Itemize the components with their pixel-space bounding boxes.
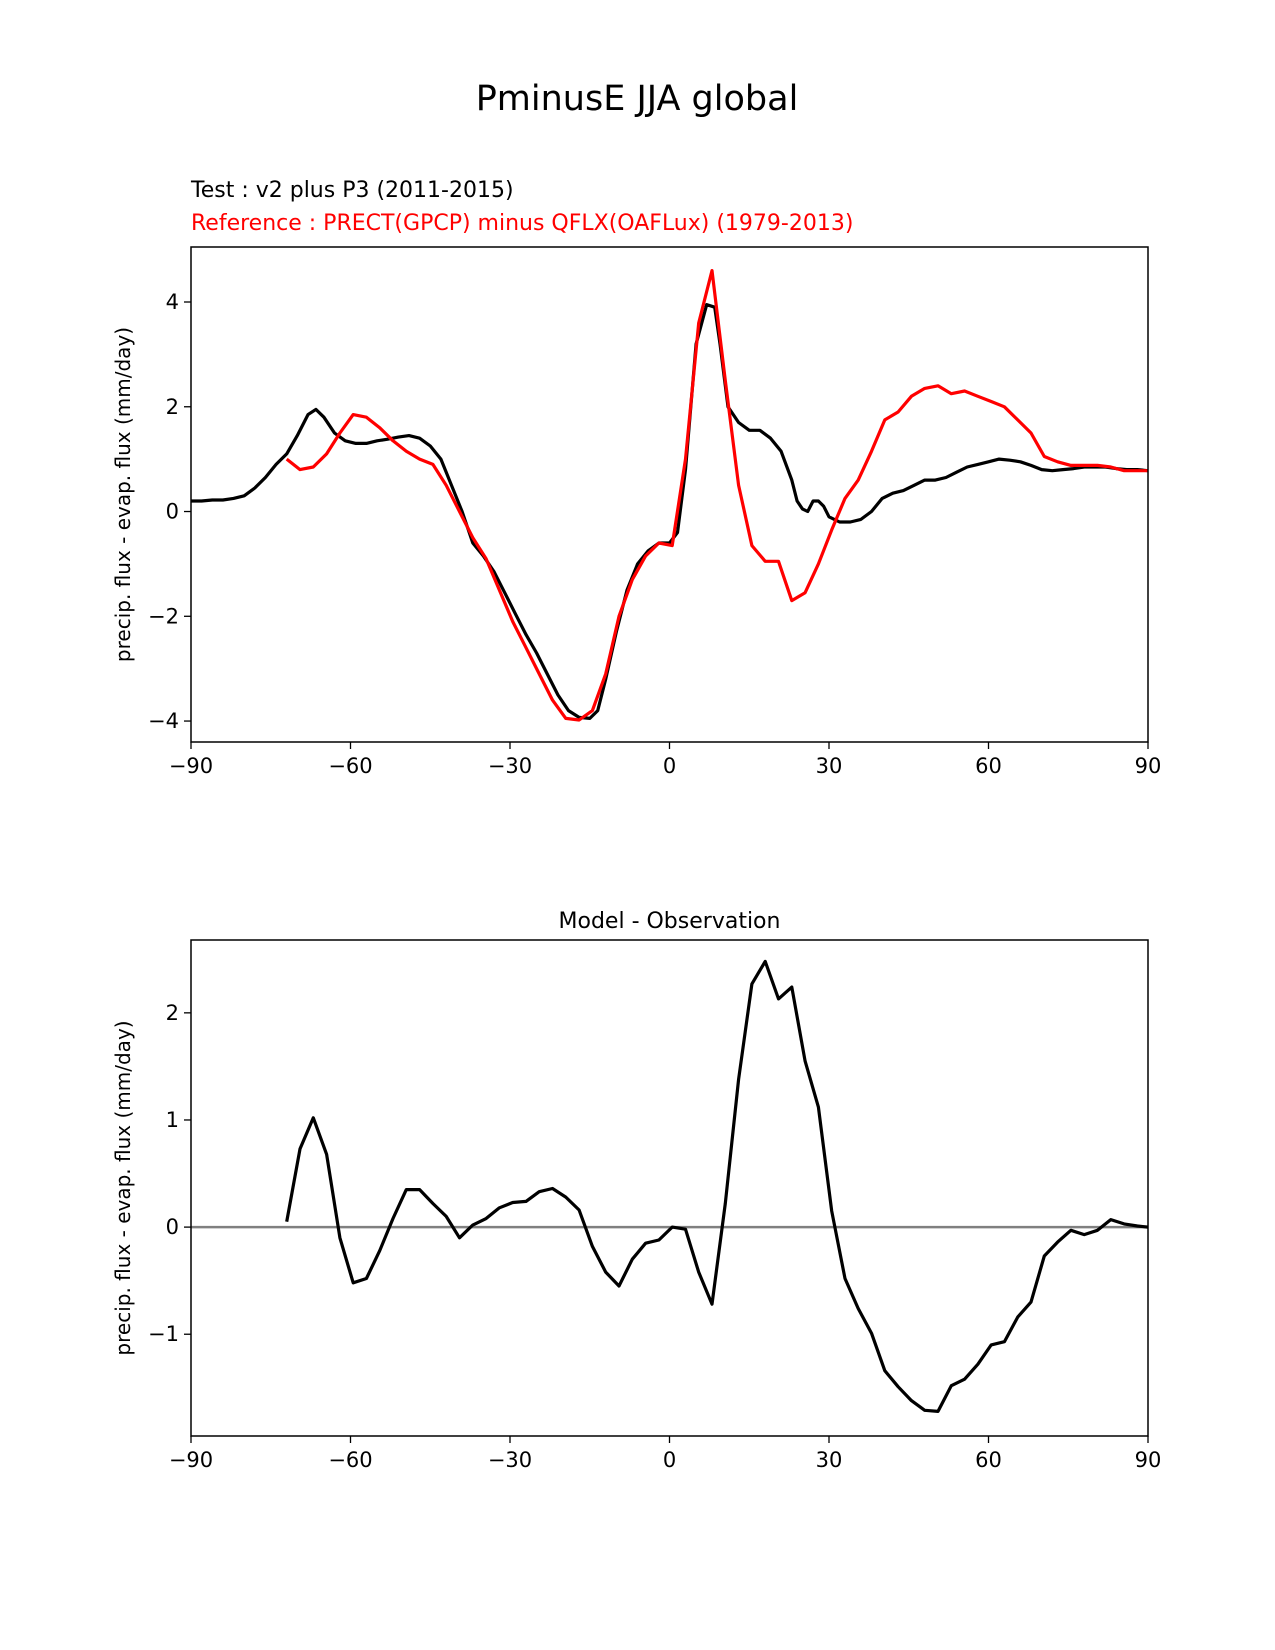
- top-line-chart: −90 −60 −30 0 30 60 90 −4 −2 0 2 4 precip. flux - ev…: [111, 246, 1162, 778]
- axes-frame: [190, 246, 1149, 743]
- x-tick-label: −60: [328, 754, 372, 778]
- x-tick-label: 90: [1135, 754, 1162, 778]
- x-tick-label: −30: [488, 1448, 532, 1472]
- y-tick-label: −2: [148, 604, 179, 628]
- y-tick-label: 2: [166, 395, 179, 419]
- test-label: Test : v2 plus P3 (2011-2015): [190, 178, 514, 203]
- panel-title: Model - Observation: [559, 909, 781, 934]
- axes-frame: [190, 939, 1149, 1437]
- figure-title: PminusE JJA global: [476, 79, 799, 119]
- x-tick-label: 30: [816, 754, 843, 778]
- y-axis-label: precip. flux - evap. flux (mm/day): [111, 1020, 135, 1355]
- x-tick-label: −30: [488, 754, 532, 778]
- x-tick-label: 0: [663, 754, 676, 778]
- x-tick-label: 60: [975, 1448, 1002, 1472]
- x-tick-label: 30: [816, 1448, 843, 1472]
- series-line-reference: [285, 269, 1148, 722]
- x-tick-label: −90: [169, 754, 213, 778]
- y-tick-label: 4: [166, 290, 179, 314]
- reference-label: Reference : PRECT(GPCP) minus QFLX(OAFLu…: [191, 211, 853, 236]
- series-line-test: [191, 303, 1149, 721]
- x-tick-label: 90: [1135, 1448, 1162, 1472]
- y-tick-label: −1: [148, 1322, 179, 1346]
- x-tick-label: 0: [663, 1448, 676, 1472]
- y-tick-label: 1: [166, 1108, 179, 1132]
- difference-line-chart: Model - Observation −90 −60 −30 0 30 60 90 −1 0 1 2…: [111, 909, 1161, 1472]
- y-axis-label: precip. flux - evap. flux (mm/day): [111, 327, 135, 662]
- y-tick-label: 0: [166, 1215, 179, 1239]
- x-tick-label: −60: [328, 1448, 372, 1472]
- y-tick-label: 2: [166, 1001, 179, 1025]
- x-tick-label: −90: [169, 1448, 213, 1472]
- x-tick-label: 60: [975, 754, 1002, 778]
- y-tick-label: −4: [148, 709, 179, 733]
- series-line-diff-0: [285, 959, 1149, 1414]
- y-tick-label: 0: [166, 500, 179, 524]
